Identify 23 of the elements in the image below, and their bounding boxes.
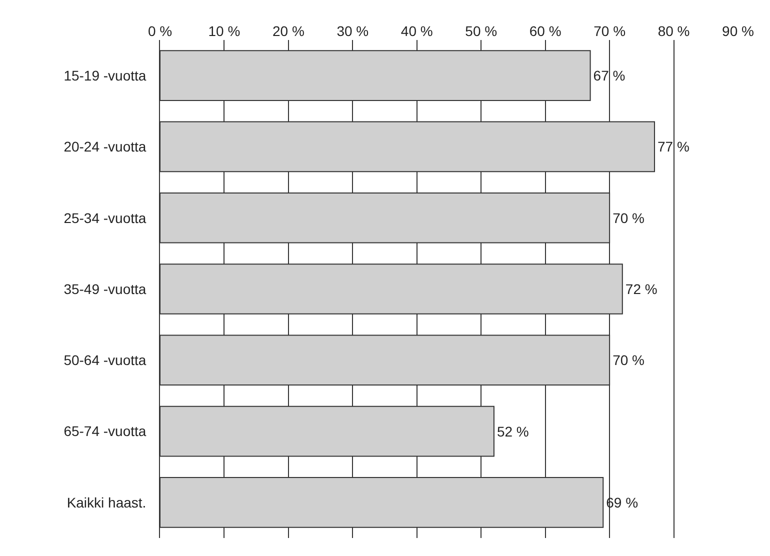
data-label: 52 % [496, 423, 529, 440]
y-tick-label: 20-24 -vuotta [64, 138, 146, 155]
x-tick-label: 30 % [336, 23, 369, 40]
y-tick-label: 50-64 -vuotta [64, 352, 146, 368]
x-tick-label: 80 % [658, 23, 690, 40]
y-tick-label: 65-74 -vuotta [64, 423, 146, 440]
x-tick-label: 50 % [465, 23, 498, 40]
x-tick-label: 60 % [529, 23, 562, 40]
x-tick-label: 40 % [400, 23, 433, 40]
x-tick-label: 70 % [594, 23, 626, 40]
x-tick-label: 10 % [208, 23, 240, 40]
x-tick-label: 0 % [148, 23, 172, 40]
y-tick-label: Kaikki haast. [66, 494, 146, 510]
data-label: 70 % [612, 210, 644, 226]
y-tick-label: 25-34 -vuotta [64, 210, 146, 226]
data-label: 72 % [625, 281, 658, 297]
data-label: 77 % [658, 138, 690, 155]
x-tick-label: 90 % [722, 23, 754, 40]
data-label: 67 % [593, 68, 626, 84]
y-tick-label: 35-49 -vuotta [64, 280, 146, 297]
data-label: 70 % [612, 352, 644, 368]
y-tick-label: 15-19 -vuotta [64, 67, 146, 84]
x-tick-label: 20 % [272, 23, 304, 40]
